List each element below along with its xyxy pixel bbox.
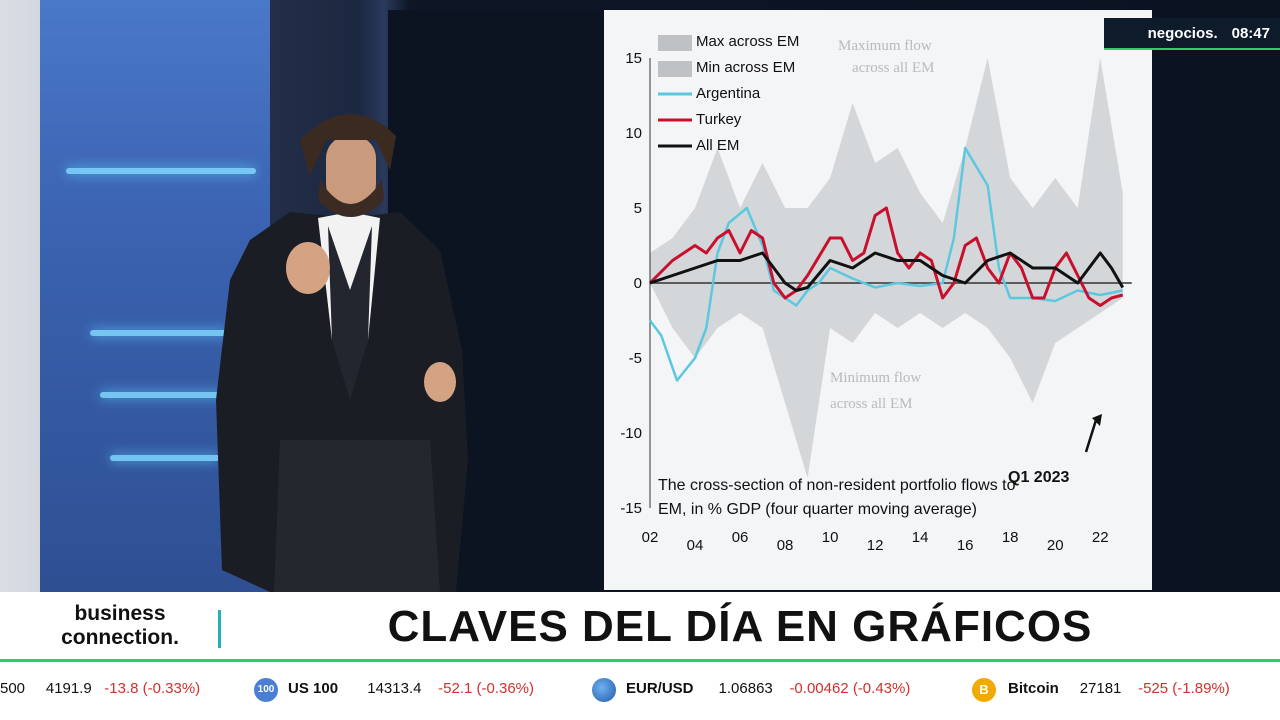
- annotation-min: across all EM: [830, 396, 912, 412]
- lower-third: business connection. CLAVES DEL DÍA EN G…: [0, 592, 1280, 662]
- clock: 08:47: [1231, 24, 1270, 42]
- y-tick-label: 15: [625, 50, 642, 67]
- x-tick-label: 16: [957, 537, 974, 554]
- x-tick-label: 20: [1047, 537, 1064, 554]
- y-tick-label: 10: [625, 125, 642, 142]
- headline: CLAVES DEL DÍA EN GRÁFICOS: [387, 602, 1093, 651]
- studio-light-strip: [110, 455, 220, 461]
- legend-label: Argentina: [696, 85, 761, 102]
- x-tick-label: 10: [822, 529, 839, 546]
- x-tick-label: 04: [687, 537, 704, 554]
- ticker-name: EUR/USD: [626, 680, 694, 697]
- arrow-head-icon: [1092, 414, 1102, 426]
- annotation-min: Minimum flow: [830, 370, 921, 386]
- ticker-change: -13.8 (-0.33%): [104, 680, 201, 697]
- y-tick-label: 5: [634, 200, 642, 217]
- studio-light-strip: [100, 392, 230, 398]
- ticker-value: 27181: [1079, 680, 1122, 697]
- presenter: [216, 113, 468, 592]
- ticker-item: Bitcoin 27181 -525 (-1.89%): [1008, 680, 1230, 697]
- arrow-icon: [1084, 419, 1098, 453]
- nasdaq-icon: 100: [254, 678, 278, 702]
- ticker-item: 500 4191.9 -13.8 (-0.33%): [0, 680, 200, 697]
- chart-caption: The cross-section of non-resident portfo…: [658, 477, 1016, 494]
- annotation-max: across all EM: [852, 60, 934, 76]
- x-tick-label: 14: [912, 529, 929, 546]
- y-tick-label: -10: [620, 425, 642, 442]
- y-tick-label: -5: [629, 350, 642, 367]
- bitcoin-icon: B: [972, 678, 996, 702]
- all-em-line: [649, 251, 1125, 292]
- em-range-band: [650, 58, 1123, 478]
- x-tick-label: 18: [1002, 529, 1019, 546]
- divider: [218, 610, 221, 648]
- studio-light-strip: [90, 330, 230, 336]
- ticker-change: -0.00462 (-0.43%): [789, 680, 911, 697]
- program-logo: business connection.: [40, 602, 200, 650]
- market-ticker: 500 4191.9 -13.8 (-0.33%) 100 US 100 143…: [0, 662, 1280, 720]
- channel-name: negocios.: [1147, 24, 1218, 42]
- legend-label: Turkey: [696, 111, 742, 128]
- ticker-item: EUR/USD 1.06863 -0.00462 (-0.43%): [626, 680, 910, 697]
- studio-light-strip: [66, 168, 256, 174]
- legend-label: Min across EM: [696, 59, 795, 76]
- channel-bug: negocios. 08:47: [1104, 18, 1280, 50]
- legend-label: Max across EM: [696, 33, 799, 50]
- x-tick-label: 06: [732, 529, 749, 546]
- ticker-name: US 100: [288, 680, 339, 697]
- ticker-value: 14313.4: [367, 680, 422, 697]
- program-logo-line1: business: [74, 602, 166, 625]
- x-tick-label: 22: [1092, 529, 1109, 546]
- ticker-name: 500: [0, 680, 26, 697]
- legend-swatch: [658, 35, 692, 51]
- legend-swatch: [658, 61, 692, 77]
- chart-panel: 15 10 5 0 -5 -10 -15 02 04 06 08 10 12 14 16 18 20 22 Max …: [604, 10, 1152, 590]
- y-tick-label: -15: [620, 500, 642, 517]
- annotation-max: Maximum flow: [838, 38, 932, 54]
- ticker-value: 4191.9: [45, 680, 92, 697]
- x-tick-label: 02: [642, 529, 659, 546]
- legend-label: All EM: [696, 137, 739, 154]
- ticker-name: Bitcoin: [1008, 680, 1059, 697]
- globe-icon: [592, 678, 616, 702]
- ticker-value: 1.06863: [718, 680, 773, 697]
- y-tick-label: 0: [634, 275, 642, 292]
- program-logo-line2: connection.: [61, 626, 179, 649]
- annotation-quarter: Q1 2023: [1008, 469, 1069, 486]
- argentina-line: [649, 146, 1123, 382]
- x-tick-label: 08: [777, 537, 794, 554]
- ticker-change: -52.1 (-0.36%): [438, 680, 535, 697]
- x-tick-label: 12: [867, 537, 884, 554]
- chart-caption: EM, in % GDP (four quarter moving averag…: [658, 501, 977, 518]
- ticker-item: US 100 14313.4 -52.1 (-0.36%): [288, 680, 534, 697]
- ticker-change: -525 (-1.89%): [1138, 680, 1230, 697]
